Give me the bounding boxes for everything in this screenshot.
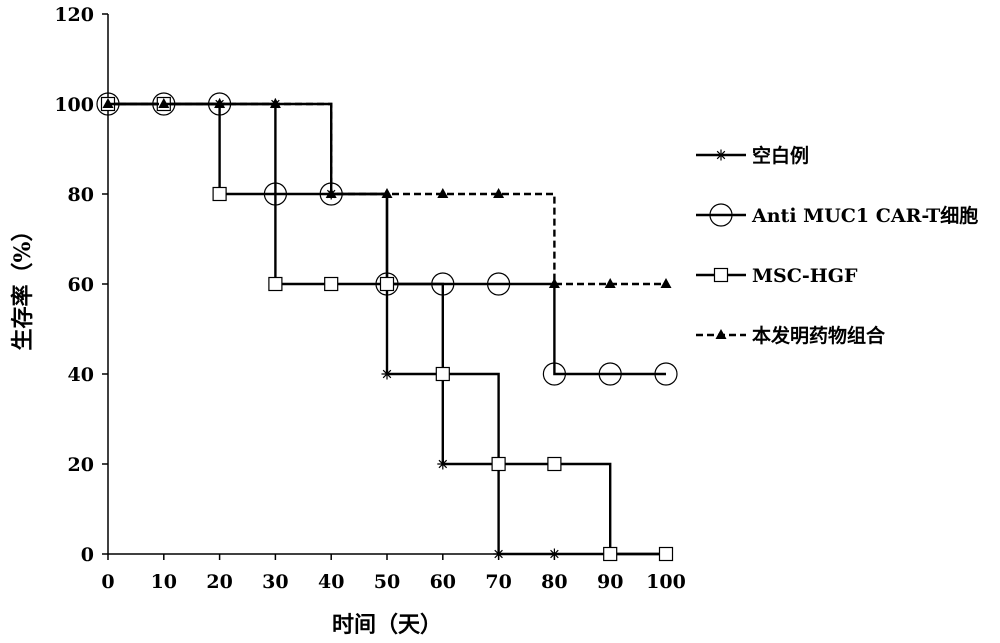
y-tick-label: 60 xyxy=(68,274,94,296)
data-point xyxy=(381,278,394,291)
legend: 空白例 Anti MUC1 CAR-T细胞 MSC-HGF 本发明药物组合 xyxy=(696,144,978,347)
x-tick-label: 40 xyxy=(318,571,344,593)
square-marker-shape xyxy=(436,368,449,381)
data-point xyxy=(213,188,226,201)
x-tick-label: 90 xyxy=(597,571,623,593)
data-point xyxy=(493,549,504,560)
square-marker-shape xyxy=(548,458,561,471)
x-tick-label: 60 xyxy=(430,571,456,593)
legend-marker xyxy=(716,150,727,161)
series-line xyxy=(108,104,666,554)
star-marker-shape xyxy=(437,459,448,470)
data-point xyxy=(548,458,561,471)
data-point xyxy=(661,278,672,288)
x-tick-label: 70 xyxy=(485,571,511,593)
y-tick-label: 0 xyxy=(81,544,94,566)
x-tick-label: 50 xyxy=(374,571,400,593)
y-axis-title: 生存率（%） xyxy=(10,220,36,351)
data-point xyxy=(660,548,673,561)
square-marker-shape xyxy=(492,458,505,471)
x-tick-label: 100 xyxy=(646,571,686,593)
y-tick-label: 120 xyxy=(54,4,94,26)
data-point xyxy=(492,458,505,471)
data-point xyxy=(549,549,560,560)
data-point xyxy=(436,368,449,381)
x-tick-label: 0 xyxy=(101,571,114,593)
square-marker-shape xyxy=(715,269,728,282)
triangle-marker-shape xyxy=(661,278,672,288)
legend-label: Anti MUC1 CAR-T细胞 xyxy=(751,204,978,227)
square-marker-shape xyxy=(604,548,617,561)
y-tick-label: 40 xyxy=(68,364,94,386)
x-tick-label: 80 xyxy=(541,571,567,593)
legend-label: 空白例 xyxy=(752,144,809,167)
square-marker-shape xyxy=(269,278,282,291)
plot-area xyxy=(97,93,677,561)
square-marker-shape xyxy=(660,548,673,561)
legend-entry-1: 空白例 xyxy=(696,144,809,167)
star-marker-shape xyxy=(549,549,560,560)
data-point xyxy=(382,369,393,380)
y-tick-label: 100 xyxy=(54,94,94,116)
axes: 0 20 40 60 80 100 120 0 10 20 30 40 50 60 70 80 90 100 xyxy=(54,4,686,593)
legend-entry-2: Anti MUC1 CAR-T细胞 xyxy=(696,204,978,227)
legend-label: MSC-HGF xyxy=(752,265,858,287)
square-marker-shape xyxy=(381,278,394,291)
star-marker-shape xyxy=(493,549,504,560)
x-tick-label: 30 xyxy=(262,571,288,593)
y-tick-label: 20 xyxy=(68,454,94,476)
data-point xyxy=(604,548,617,561)
data-point xyxy=(269,278,282,291)
x-axis-title: 时间（天） xyxy=(332,612,442,638)
legend-entry-3: MSC-HGF xyxy=(696,265,858,287)
star-marker-shape xyxy=(382,369,393,380)
square-marker-shape xyxy=(213,188,226,201)
star-marker-shape xyxy=(716,150,727,161)
data-point xyxy=(437,459,448,470)
series-1 xyxy=(103,99,667,560)
legend-entry-4: 本发明药物组合 xyxy=(696,324,886,347)
square-marker-shape xyxy=(325,278,338,291)
data-point xyxy=(325,278,338,291)
legend-marker xyxy=(715,269,728,282)
x-tick-label: 10 xyxy=(151,571,177,593)
legend-label: 本发明药物组合 xyxy=(752,324,886,347)
y-tick-label: 80 xyxy=(68,184,94,206)
x-tick-label: 20 xyxy=(206,571,232,593)
